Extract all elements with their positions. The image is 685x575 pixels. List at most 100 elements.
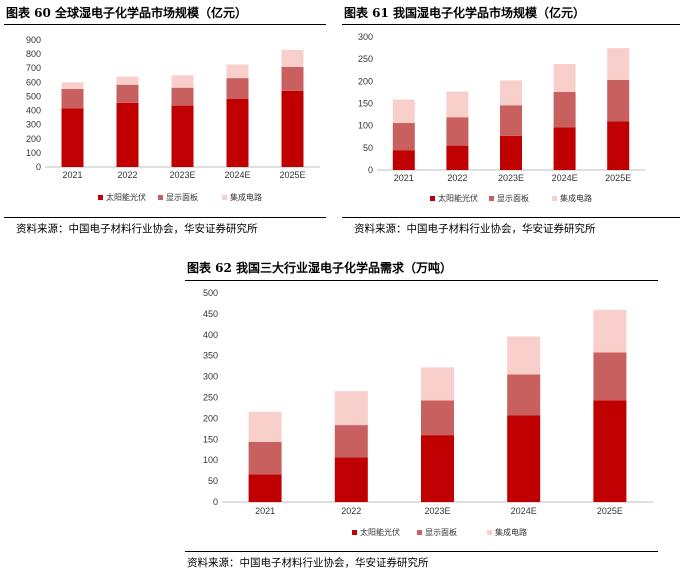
bar-segment bbox=[500, 80, 522, 106]
y-tick-label: 300 bbox=[203, 372, 218, 382]
bar-segment bbox=[500, 135, 522, 170]
y-tick-label: 150 bbox=[203, 434, 218, 444]
source-rule bbox=[185, 551, 658, 552]
y-tick-label: 400 bbox=[203, 330, 218, 340]
source-rule bbox=[342, 217, 680, 218]
legend-label: 太阳能光伏 bbox=[360, 527, 400, 537]
chart-62-plot: 0 50 100 150 200 250 300 350 400 450 500 2021 2022 20… bbox=[203, 288, 653, 537]
bar-segment bbox=[61, 82, 84, 89]
y-tick-label: 600 bbox=[26, 77, 41, 87]
chart-title: 图表 60 全球湿电子化学品市场规模（亿元） bbox=[6, 6, 248, 20]
legend-swatch bbox=[487, 530, 492, 535]
x-tick-label: 2023E bbox=[498, 173, 524, 183]
legend-swatch bbox=[98, 195, 103, 200]
bar-segment bbox=[281, 90, 304, 167]
chart-title: 图表 61 我国湿电子化学品市场规模（亿元） bbox=[344, 6, 586, 20]
source-rule bbox=[4, 217, 326, 218]
x-tick-label: 2022 bbox=[117, 170, 137, 180]
x-tick-label: 2022 bbox=[447, 173, 467, 183]
legend-swatch bbox=[417, 530, 422, 535]
x-tick-label: 2021 bbox=[255, 506, 275, 516]
y-tick-label: 300 bbox=[358, 32, 373, 42]
bar-segment bbox=[553, 91, 576, 128]
y-tick-label: 100 bbox=[203, 455, 218, 465]
bar-segment bbox=[593, 400, 627, 502]
bar-segment bbox=[507, 415, 541, 502]
bar-segment bbox=[507, 336, 541, 375]
title-rule bbox=[185, 280, 658, 281]
y-tick-label: 50 bbox=[208, 476, 218, 486]
y-tick-label: 250 bbox=[203, 393, 218, 403]
y-tick-label: 100 bbox=[358, 121, 373, 131]
x-tick-label: 2024E bbox=[224, 170, 250, 180]
bar-segment bbox=[334, 425, 368, 458]
x-tick-label: 2023E bbox=[424, 506, 450, 516]
bar-segment bbox=[421, 435, 454, 502]
bar-segment bbox=[171, 87, 194, 106]
bar-segment bbox=[392, 150, 415, 170]
y-tick-label: 450 bbox=[203, 309, 218, 319]
bar-segment bbox=[607, 121, 630, 170]
y-tick-label: 500 bbox=[26, 91, 41, 101]
chart-61-plot: 0 50 100 150 200 250 300 2021 2022 2023E 2024E 2025… bbox=[358, 32, 645, 203]
legend-swatch bbox=[552, 196, 557, 201]
bar-segment bbox=[607, 48, 630, 81]
bar-segment bbox=[446, 117, 469, 146]
bar-segment bbox=[500, 105, 522, 136]
y-tick-label: 800 bbox=[26, 49, 41, 59]
legend-label: 集成电路 bbox=[560, 193, 592, 203]
x-tick-label: 2025E bbox=[597, 506, 623, 516]
x-tick-label: 2023E bbox=[169, 170, 195, 180]
bar-segment bbox=[446, 145, 469, 170]
y-tick-label: 300 bbox=[26, 120, 41, 130]
bar-segment bbox=[334, 391, 368, 426]
y-tick-label: 350 bbox=[203, 351, 218, 361]
chart-source: 资料来源：中国电子材料行业协会，华安证券研究所 bbox=[354, 223, 596, 235]
chart-source: 资料来源：中国电子材料行业协会，华安证券研究所 bbox=[16, 223, 258, 235]
y-tick-label: 0 bbox=[36, 162, 41, 172]
y-tick-label: 900 bbox=[26, 35, 41, 45]
x-tick-label: 2025E bbox=[279, 170, 305, 180]
x-tick-label: 2024E bbox=[552, 173, 578, 183]
legend-label: 太阳能光伏 bbox=[438, 193, 478, 203]
bar-segment bbox=[226, 98, 249, 167]
legend-label: 太阳能光伏 bbox=[106, 192, 146, 202]
y-tick-label: 500 bbox=[203, 288, 218, 298]
legend-label: 集成电路 bbox=[495, 527, 527, 537]
x-tick-label: 2021 bbox=[394, 173, 414, 183]
bar-segment bbox=[507, 374, 541, 416]
bar-segment bbox=[421, 400, 454, 436]
bar-segment bbox=[226, 64, 249, 79]
title-rule bbox=[342, 24, 680, 25]
bar-segment bbox=[116, 84, 139, 103]
x-tick-label: 2025E bbox=[605, 173, 631, 183]
bar-segment bbox=[248, 411, 282, 442]
legend-swatch bbox=[158, 195, 163, 200]
bar-segment bbox=[226, 78, 249, 99]
y-tick-label: 200 bbox=[203, 413, 218, 423]
legend-swatch bbox=[489, 196, 494, 201]
x-tick-label: 2022 bbox=[341, 506, 361, 516]
bar-segment bbox=[553, 127, 576, 170]
bar-segment bbox=[281, 66, 304, 91]
chart-title: 图表 62 我国三大行业湿电子化学品需求（万吨） bbox=[187, 261, 453, 275]
legend-label: 集成电路 bbox=[230, 192, 262, 202]
y-tick-label: 50 bbox=[363, 143, 373, 153]
y-tick-label: 200 bbox=[26, 134, 41, 144]
bar-segment bbox=[392, 123, 415, 151]
bar-segment bbox=[248, 441, 282, 475]
legend-swatch bbox=[430, 196, 435, 201]
y-tick-label: 200 bbox=[358, 76, 373, 86]
y-tick-label: 0 bbox=[368, 165, 373, 175]
bar-segment bbox=[171, 75, 194, 88]
x-tick-label: 2024E bbox=[511, 506, 537, 516]
y-tick-label: 400 bbox=[26, 106, 41, 116]
legend-label: 显示面板 bbox=[166, 192, 198, 202]
bar-segment bbox=[116, 102, 139, 167]
y-tick-label: 700 bbox=[26, 63, 41, 73]
bar-segment bbox=[116, 76, 139, 85]
bar-segment bbox=[446, 91, 469, 118]
title-rule bbox=[4, 24, 326, 25]
bar-segment bbox=[392, 99, 415, 124]
y-tick-label: 0 bbox=[213, 497, 218, 507]
